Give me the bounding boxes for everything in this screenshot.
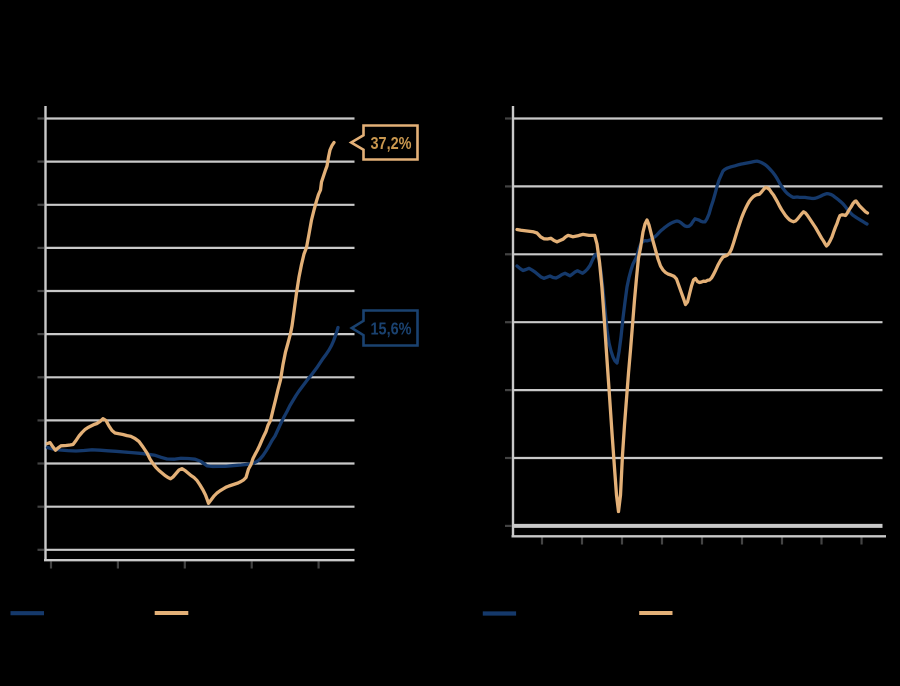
- svg-text:15,6%: 15,6%: [371, 318, 412, 338]
- svg-text:37,2%: 37,2%: [371, 133, 412, 153]
